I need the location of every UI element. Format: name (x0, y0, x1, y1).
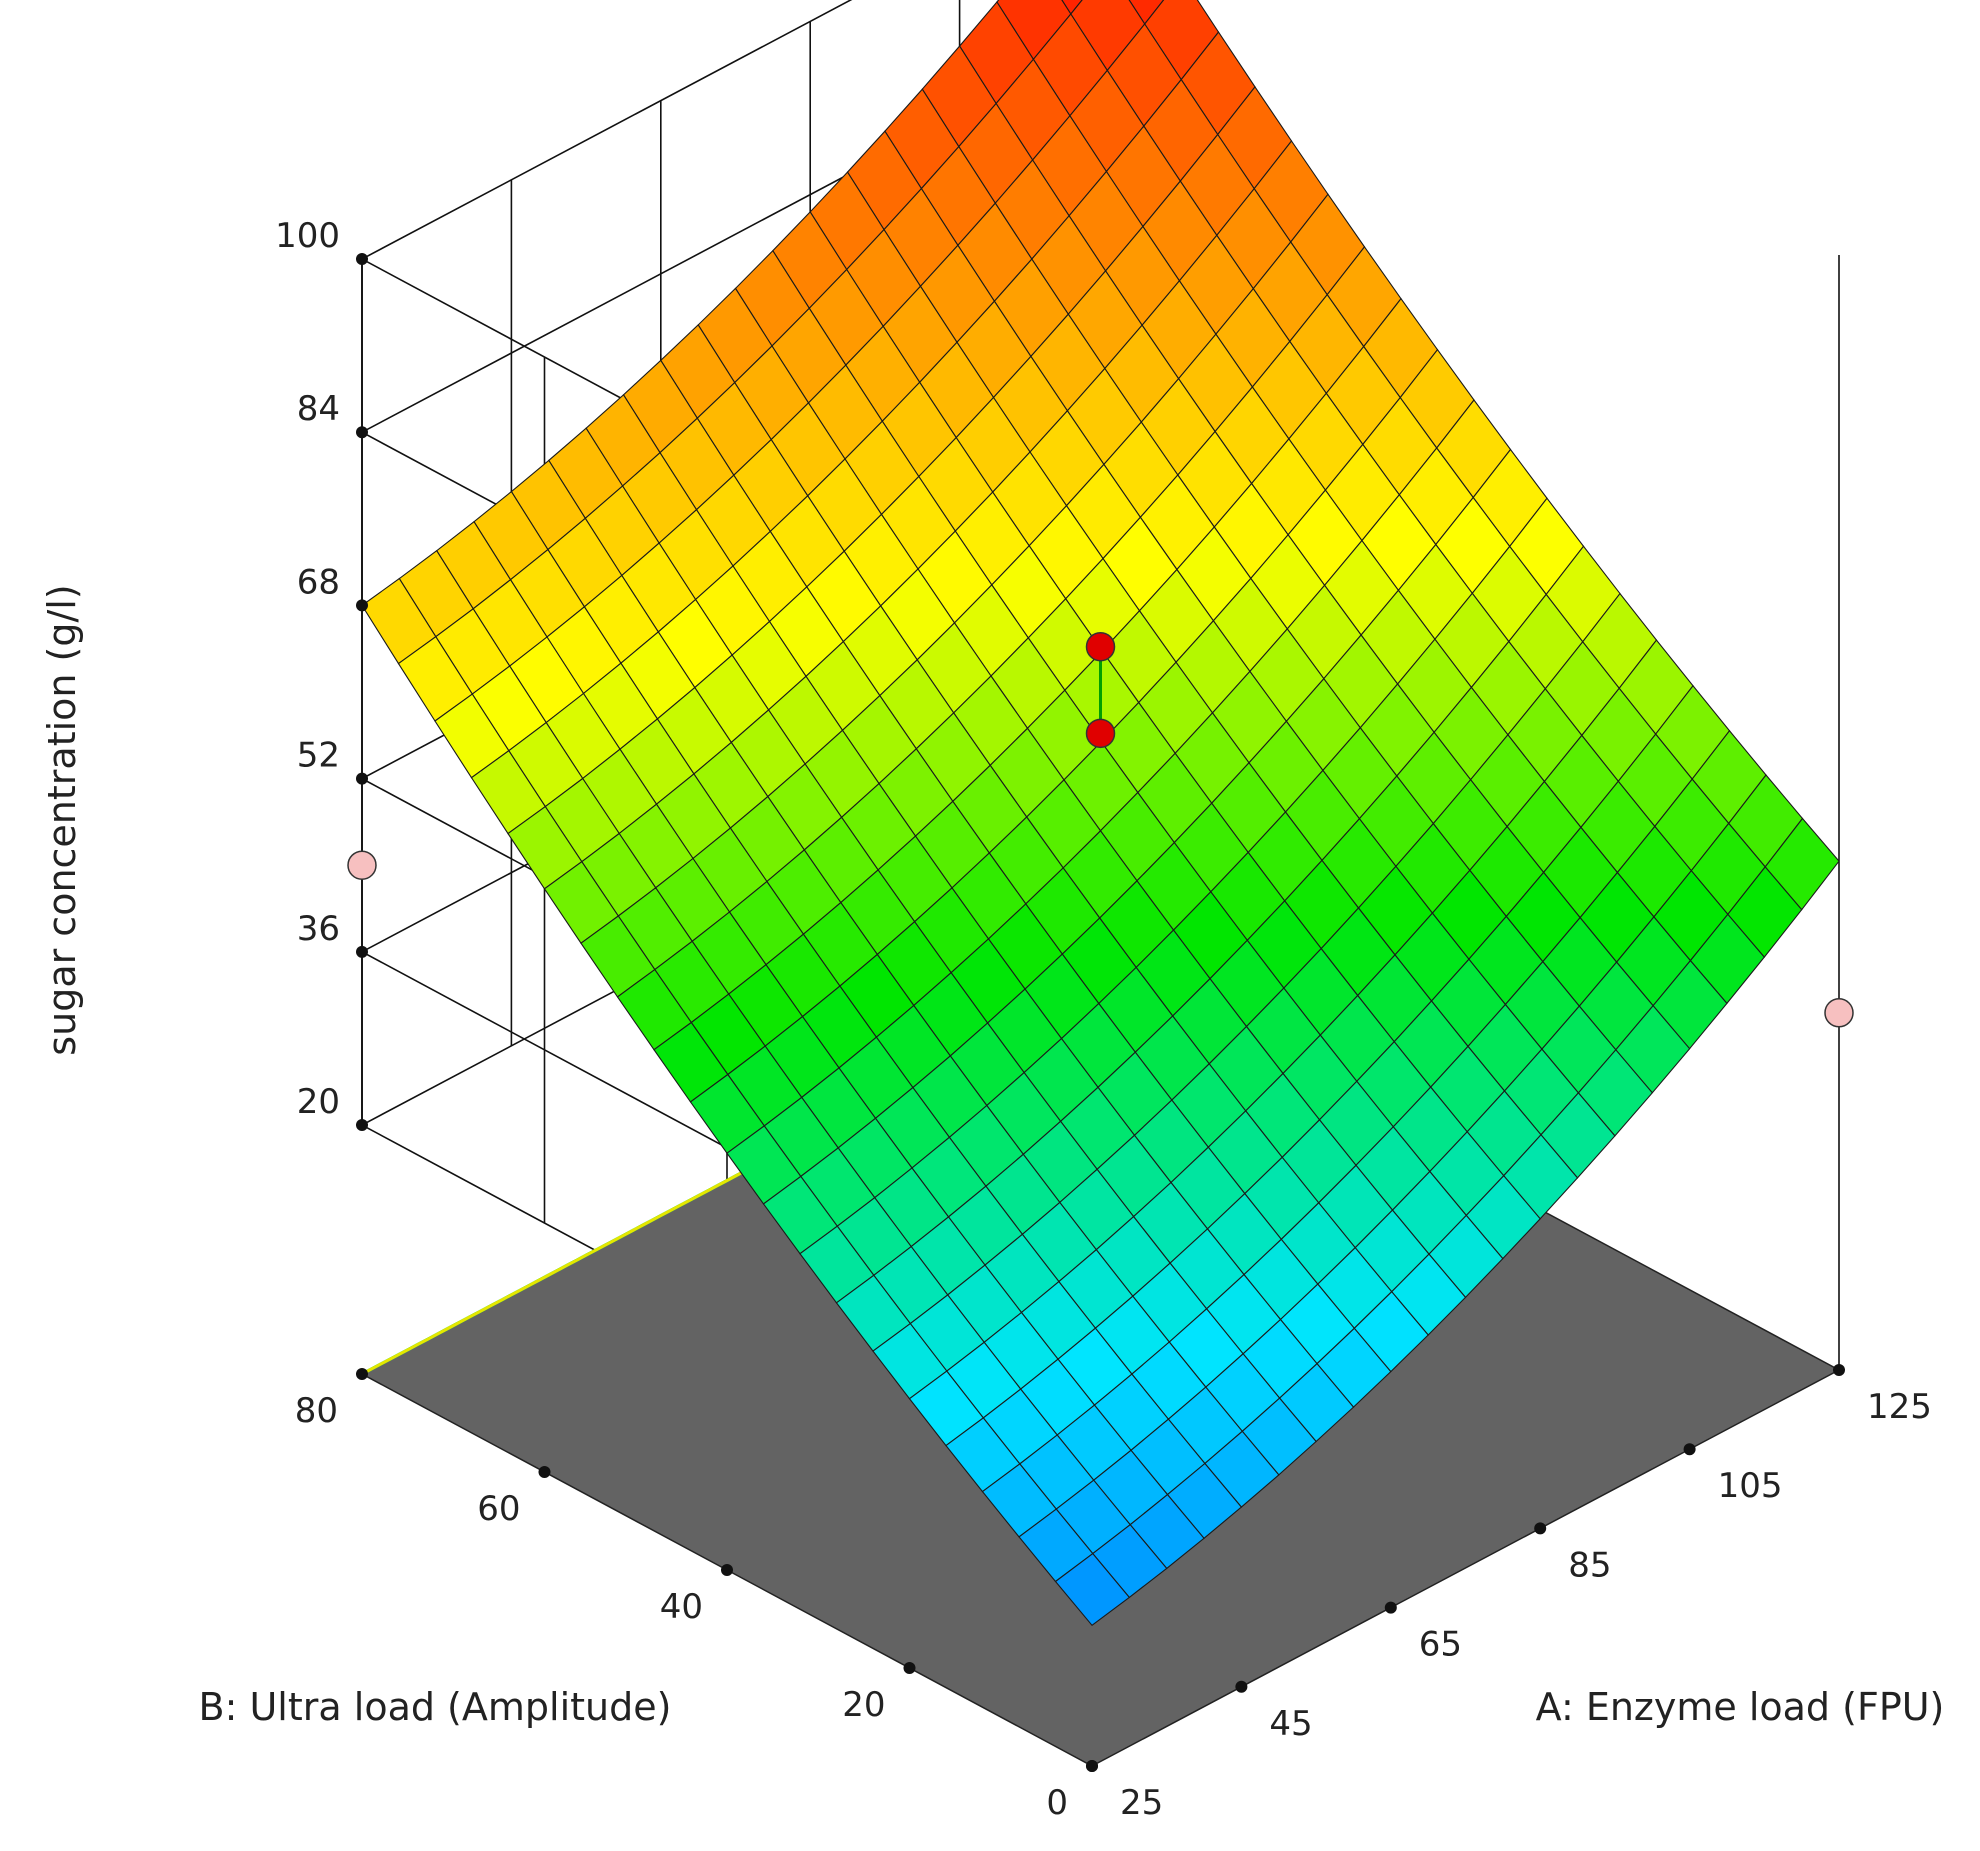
y-tick-label: 40 (660, 1587, 703, 1627)
x-axis-label: A: Enzyme load (FPU) (1536, 1685, 1945, 1729)
z-tick-label: 52 (297, 736, 340, 776)
z-tick-mark (356, 426, 368, 439)
axes: 20 36 52 68 84 100 25 45 65 85 105 125 0 20 40 60 80 (275, 216, 1932, 1823)
design-points (347, 631, 1854, 1028)
x-tick-label: 65 (1419, 1625, 1462, 1665)
y-axis-label: B: Ultra load (Amplitude) (199, 1685, 672, 1729)
z-tick-mark (356, 253, 368, 266)
x-tick-label: 125 (1867, 1387, 1932, 1427)
surface-cell (1128, 0, 1165, 25)
x-tick-label: 45 (1269, 1704, 1312, 1744)
x-tick-mark (1683, 1443, 1696, 1456)
surface-cell (1054, 1552, 1131, 1627)
design-point (1085, 718, 1116, 749)
x-tick-mark (1384, 1601, 1397, 1614)
z-tick-label: 20 (297, 1082, 340, 1122)
y-tick-label: 60 (477, 1489, 520, 1529)
right-wall-grid-line (361, 0, 853, 260)
y-tick-mark (538, 1466, 551, 1478)
z-axis-label: sugar concentration (g/l) (40, 584, 84, 1055)
y-tick-mark (903, 1662, 916, 1674)
z-tick-mark (356, 599, 368, 612)
y-tick-label: 20 (842, 1685, 885, 1725)
y-tick-mark (1086, 1760, 1098, 1772)
design-point (1085, 631, 1116, 662)
z-tick-label: 84 (297, 389, 340, 429)
x-tick-label: 85 (1568, 1545, 1611, 1585)
z-tick-mark (356, 1119, 368, 1132)
response-surface (361, 0, 1840, 1627)
z-tick-mark (356, 945, 368, 958)
x-tick-label: 105 (1718, 1466, 1783, 1506)
x-tick-mark (1534, 1522, 1547, 1535)
x-tick-mark (1235, 1680, 1248, 1693)
y-tick-mark (356, 1368, 368, 1380)
y-tick-label: 0 (1046, 1783, 1068, 1823)
design-point (1824, 998, 1854, 1028)
y-tick-label: 80 (295, 1391, 338, 1431)
design-point (347, 850, 377, 880)
z-tick-label: 100 (275, 216, 340, 256)
z-tick-label: 36 (297, 909, 340, 949)
surface-cell (1061, 0, 1083, 15)
labels: sugar concentration (g/l) A: Enzyme load… (40, 584, 1944, 1729)
x-tick-label: 25 (1120, 1783, 1163, 1823)
z-tick-label: 68 (297, 562, 340, 602)
x-tick-mark (1833, 1364, 1845, 1376)
z-tick-mark (356, 772, 368, 785)
y-tick-mark (721, 1564, 733, 1576)
